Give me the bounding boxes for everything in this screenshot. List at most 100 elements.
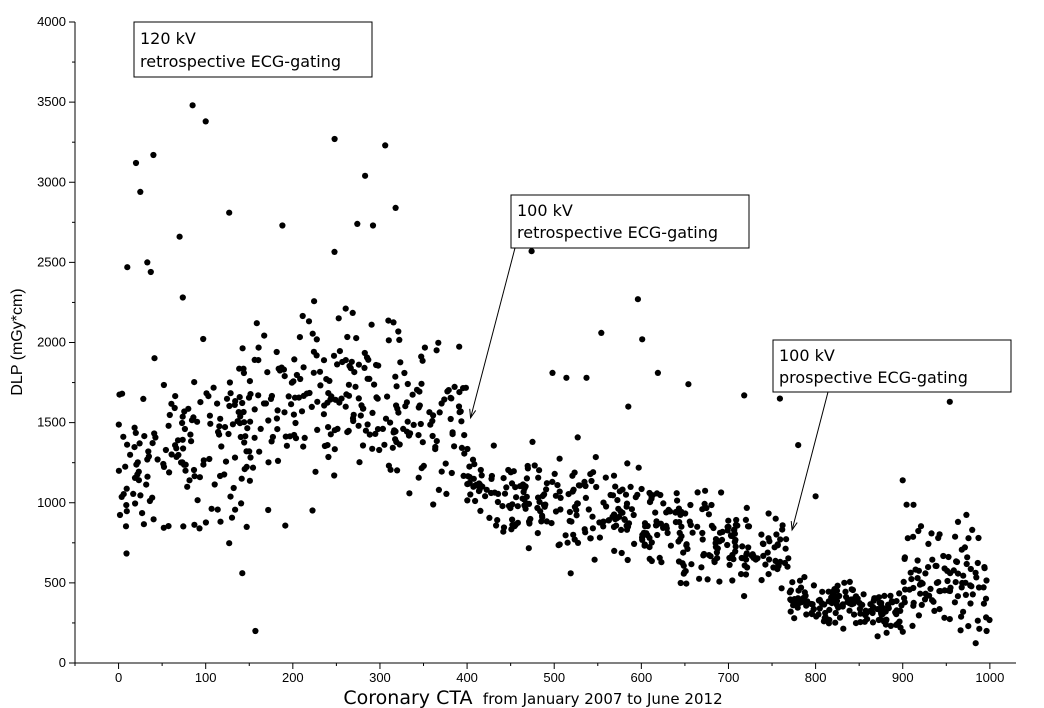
data-point: [684, 545, 691, 553]
data-point: [960, 608, 967, 615]
data-point: [179, 294, 186, 301]
data-point: [972, 569, 979, 576]
data-point: [426, 409, 433, 416]
data-point: [528, 248, 535, 255]
data-point: [815, 611, 822, 618]
data-point: [143, 481, 150, 488]
data-point: [619, 509, 626, 516]
data-point: [241, 466, 248, 473]
data-point: [581, 478, 588, 485]
data-point: [296, 334, 303, 341]
data-point: [816, 596, 823, 604]
data-point: [458, 444, 465, 451]
data-point: [265, 417, 272, 424]
data-point: [150, 151, 157, 159]
data-point: [965, 623, 972, 630]
data-point: [566, 517, 573, 525]
data-point: [927, 585, 934, 593]
data-point: [176, 233, 183, 240]
data-point: [232, 506, 239, 513]
data-point: [382, 415, 390, 422]
data-point: [968, 583, 975, 590]
data-point: [732, 543, 739, 550]
data-point: [778, 585, 785, 592]
data-point: [909, 622, 916, 630]
y-tick-label: 3000: [37, 174, 66, 189]
data-point: [417, 420, 424, 428]
data-point: [705, 511, 713, 518]
data-point: [512, 521, 520, 528]
data-point: [688, 561, 695, 568]
data-point: [508, 480, 516, 487]
data-point: [944, 577, 951, 585]
data-point: [522, 505, 529, 512]
data-point: [945, 553, 952, 561]
data-point: [227, 493, 234, 500]
data-point: [448, 469, 455, 477]
data-point: [848, 586, 855, 593]
data-point: [885, 603, 892, 610]
data-point: [932, 562, 939, 570]
data-point: [774, 566, 781, 573]
data-point: [282, 522, 289, 529]
data-point: [364, 375, 371, 382]
data-point: [808, 611, 816, 618]
data-point: [937, 588, 944, 595]
data-point: [402, 403, 409, 410]
data-point: [396, 336, 403, 343]
data-point: [301, 434, 308, 441]
data-point: [168, 451, 175, 458]
data-point: [648, 539, 655, 546]
data-point: [602, 474, 609, 481]
data-point: [461, 450, 468, 457]
data-point: [311, 298, 318, 305]
data-point: [859, 601, 866, 609]
data-point: [749, 551, 756, 558]
data-point: [738, 571, 745, 578]
data-point: [221, 471, 228, 478]
data-point: [552, 492, 560, 499]
data-point: [325, 390, 332, 397]
data-point: [503, 484, 510, 491]
data-point: [232, 398, 239, 405]
data-point: [312, 468, 319, 475]
data-point: [631, 540, 638, 548]
data-point: [324, 399, 331, 406]
data-point: [910, 599, 917, 607]
data-point: [716, 578, 723, 585]
data-point: [795, 601, 802, 608]
data-point: [179, 413, 186, 420]
data-point: [490, 442, 497, 449]
data-point: [150, 516, 157, 523]
data-point: [883, 629, 890, 636]
data-point: [982, 595, 990, 602]
data-point: [226, 540, 233, 547]
data-point: [926, 592, 933, 599]
data-point: [774, 542, 781, 549]
data-point: [816, 605, 823, 612]
data-point: [262, 400, 269, 407]
data-point: [760, 552, 767, 560]
data-point: [967, 565, 974, 573]
data-point: [247, 391, 254, 398]
data-point: [342, 305, 349, 312]
data-point: [217, 415, 224, 422]
data-point: [290, 378, 297, 385]
y-tick-label: 1000: [37, 495, 66, 510]
data-point: [732, 521, 740, 529]
data-point: [464, 473, 472, 480]
data-point: [460, 472, 467, 479]
data-point: [464, 481, 471, 488]
data-point: [828, 589, 836, 596]
data-point: [973, 574, 980, 581]
data-point: [253, 320, 260, 327]
data-point: [438, 468, 445, 475]
data-point: [381, 441, 388, 448]
data-point: [694, 523, 701, 530]
data-point: [745, 544, 752, 551]
data-point: [975, 584, 983, 591]
data-point: [969, 526, 976, 534]
data-point: [242, 433, 249, 440]
data-point: [591, 556, 598, 563]
data-point: [356, 459, 363, 466]
